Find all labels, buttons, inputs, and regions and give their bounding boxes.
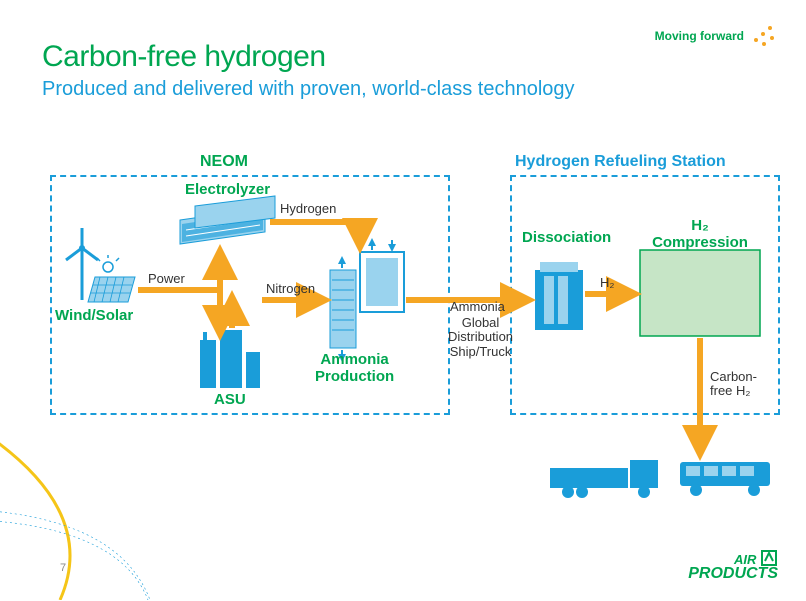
dissociation-label: Dissociation <box>522 230 611 247</box>
flow-hydrogen-label: Hydrogen <box>280 202 336 216</box>
ammonia-prod-label: Ammonia Production <box>315 352 394 385</box>
air-products-logo: AIR PRODUCTS <box>688 549 778 581</box>
flow-ammonia-label: Ammonia <box>450 300 505 314</box>
flow-distribution-label: Global Distribution Ship/Truck <box>448 316 513 359</box>
wind-solar-label: Wind/Solar <box>55 308 133 325</box>
h2-compression-label: H₂ Compression <box>650 218 750 251</box>
electrolyzer-label: Electrolyzer <box>185 182 270 199</box>
solar-panel-icon <box>88 255 135 302</box>
ammonia-production-icon <box>330 240 404 360</box>
asu-label: ASU <box>214 392 246 409</box>
asu-icon <box>200 330 260 388</box>
dissociation-icon <box>535 262 583 330</box>
logo-line2: PRODUCTS <box>688 565 778 582</box>
flow-nitrogen-label: Nitrogen <box>266 282 315 296</box>
flow-carbon-free-h2-label: Carbon- free H₂ <box>710 370 757 399</box>
diagram-canvas <box>0 0 806 601</box>
electrolyzer-icon <box>180 196 275 244</box>
h2-compression-box <box>640 250 760 336</box>
flow-power-label: Power <box>148 272 185 286</box>
vehicles-icon <box>550 460 770 498</box>
flow-h2-label: H₂ <box>600 276 614 290</box>
page-number: 7 <box>60 562 66 574</box>
